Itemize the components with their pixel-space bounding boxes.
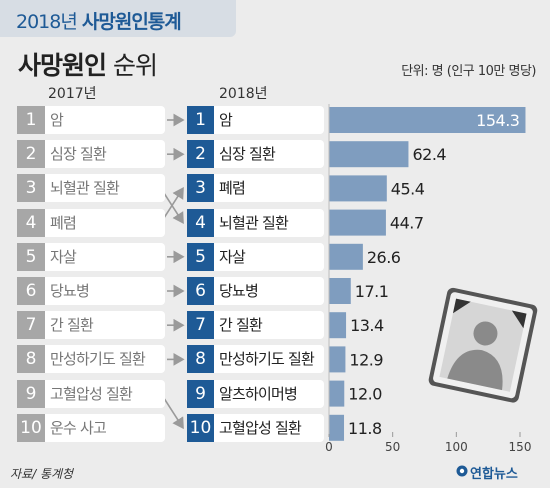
bar-value-label: 62.4 bbox=[412, 145, 446, 164]
rank-2017-label: 고혈압성 질환 bbox=[50, 384, 133, 403]
rank-2018-label: 자살 bbox=[219, 247, 246, 266]
rank-2017-label: 뇌혈관 질환 bbox=[50, 179, 120, 198]
rank-2018-rank-number: 8 bbox=[187, 345, 214, 374]
rank-2017-rank-number: 2 bbox=[17, 140, 45, 169]
bar-value-label: 12.9 bbox=[349, 350, 383, 369]
title-rest: 순위 bbox=[112, 51, 158, 80]
rank-2017-item: 10 운수 사고 bbox=[17, 413, 165, 442]
logo-icon bbox=[456, 465, 468, 477]
rank-2017-label: 운수 사고 bbox=[50, 418, 107, 437]
bar-value-label: 44.7 bbox=[390, 214, 424, 233]
bar-value-label: 13.4 bbox=[350, 316, 384, 335]
rank-2017-rank-number: 6 bbox=[17, 277, 45, 305]
rank-2017-rank-number: 9 bbox=[17, 379, 45, 408]
banner-title: 사망원인통계 bbox=[81, 11, 182, 33]
rank-2017-item: 3 뇌혈관 질환 bbox=[17, 174, 165, 203]
bar-6 bbox=[329, 278, 351, 304]
rank-2017-label: 암 bbox=[50, 111, 64, 129]
rank-2017-label: 간 질환 bbox=[50, 316, 94, 335]
rank-2018-label: 알츠하이머병 bbox=[219, 384, 298, 403]
bar-9 bbox=[329, 380, 345, 407]
source-label: 자료/ 통계청 bbox=[10, 467, 74, 481]
x-tick-label: 50 bbox=[385, 440, 400, 454]
rank-2018-rank-number: 1 bbox=[187, 106, 214, 134]
bar-value-label: 12.0 bbox=[348, 385, 382, 404]
rank-2017-label: 폐렴 bbox=[50, 213, 77, 232]
bar-value-label: 17.1 bbox=[355, 282, 389, 301]
rank-2018-item: 9 알츠하이머병 bbox=[187, 379, 324, 408]
rank-2017-label: 자살 bbox=[50, 247, 77, 266]
x-tick-label: 150 bbox=[509, 440, 532, 454]
bar-1 bbox=[329, 107, 526, 133]
rank-2017-rank-number: 4 bbox=[17, 208, 45, 237]
year-2017-label: 2017년 bbox=[48, 86, 97, 102]
rank-2017-rank-number: 5 bbox=[17, 242, 45, 271]
rank-2017-item: 4 폐렴 bbox=[17, 208, 165, 237]
title-bold: 사망원인 bbox=[18, 51, 107, 80]
rank-2017-rank-number: 10 bbox=[17, 413, 45, 442]
bar-value-label: 154.3 bbox=[476, 111, 519, 130]
rank-2018-item: 10 고혈압성 질환 bbox=[187, 413, 324, 442]
year-2018-label: 2018년 bbox=[219, 86, 268, 102]
rank-2018-label: 고혈압성 질환 bbox=[219, 418, 302, 437]
bar-10 bbox=[329, 414, 345, 441]
rank-2018-item: 8 만성하기도 질환 bbox=[187, 345, 324, 374]
rank-2017-item: 2 심장 질환 bbox=[17, 140, 165, 169]
top-banner: 2018년 사망원인통계 bbox=[0, 0, 236, 37]
rank-2018-label: 당뇨병 bbox=[219, 282, 259, 300]
rank-2017-item: 8 만성하기도 질환 bbox=[17, 345, 165, 374]
rank-2017-item: 5 자살 bbox=[17, 242, 165, 271]
x-tick-label: 0 bbox=[325, 440, 333, 454]
x-tick-label: 100 bbox=[445, 440, 468, 454]
rank-2017-rank-number: 1 bbox=[17, 106, 45, 134]
rank-2018-label: 폐렴 bbox=[219, 179, 246, 198]
bar-3 bbox=[329, 175, 387, 202]
rank-2017-rank-number: 3 bbox=[17, 174, 45, 203]
rank-2017-item: 6 당뇨병 bbox=[17, 277, 165, 305]
banner-text: 2018년 사망원인통계 bbox=[16, 7, 182, 34]
rank-2018-label: 심장 질환 bbox=[219, 145, 276, 164]
rank-2018-rank-number: 7 bbox=[187, 311, 214, 340]
bar-4 bbox=[329, 209, 386, 236]
rank-2017-rank-number: 7 bbox=[17, 311, 45, 340]
rank-2018-rank-number: 10 bbox=[187, 413, 214, 442]
bar-value-label: 26.6 bbox=[367, 248, 401, 267]
bar-8 bbox=[329, 346, 346, 373]
rank-2018-rank-number: 2 bbox=[187, 140, 214, 169]
rank-2018-item: 5 자살 bbox=[187, 242, 324, 271]
rank-2018-rank-number: 4 bbox=[187, 208, 214, 237]
rank-2017-item: 9 고혈압성 질환 bbox=[17, 379, 165, 408]
rank-2018-label: 간 질환 bbox=[219, 316, 263, 335]
rank-2017-rank-number: 8 bbox=[17, 345, 45, 374]
rank-2017-label: 만성하기도 질환 bbox=[50, 350, 146, 369]
unit-label: 단위: 명 (인구 10만 명당) bbox=[401, 64, 536, 79]
bar-value-label: 45.4 bbox=[391, 179, 425, 198]
rank-2018-item: 6 당뇨병 bbox=[187, 277, 324, 305]
bar-7 bbox=[329, 312, 347, 339]
rank-2018-label: 만성하기도 질환 bbox=[219, 350, 315, 369]
rank-2018-rank-number: 6 bbox=[187, 277, 214, 305]
rank-2018-label: 암 bbox=[219, 111, 233, 129]
rank-2018-label: 뇌혈관 질환 bbox=[219, 213, 289, 232]
bar-value-label: 11.8 bbox=[348, 419, 382, 438]
rank-2017-label: 당뇨병 bbox=[50, 282, 90, 300]
rank-2018-item: 3 폐렴 bbox=[187, 174, 324, 203]
bar-2 bbox=[329, 141, 409, 168]
portrait-frame-icon bbox=[428, 287, 538, 403]
rank-2018-rank-number: 9 bbox=[187, 379, 214, 408]
rank-2018-item: 2 심장 질환 bbox=[187, 140, 324, 169]
rank-2018-rank-number: 3 bbox=[187, 174, 214, 203]
page-title: 사망원인 순위 bbox=[18, 46, 158, 82]
rank-2017-label: 심장 질환 bbox=[50, 145, 107, 164]
rank-2018-item: 7 간 질환 bbox=[187, 311, 324, 340]
banner-year: 2018년 bbox=[16, 11, 78, 33]
logo-text: 연합뉴스 bbox=[470, 467, 518, 482]
rank-2018-item: 4 뇌혈관 질환 bbox=[187, 208, 324, 237]
bar-5 bbox=[329, 243, 363, 270]
rank-2018-rank-number: 5 bbox=[187, 242, 214, 271]
rank-2017-item: 7 간 질환 bbox=[17, 311, 165, 340]
